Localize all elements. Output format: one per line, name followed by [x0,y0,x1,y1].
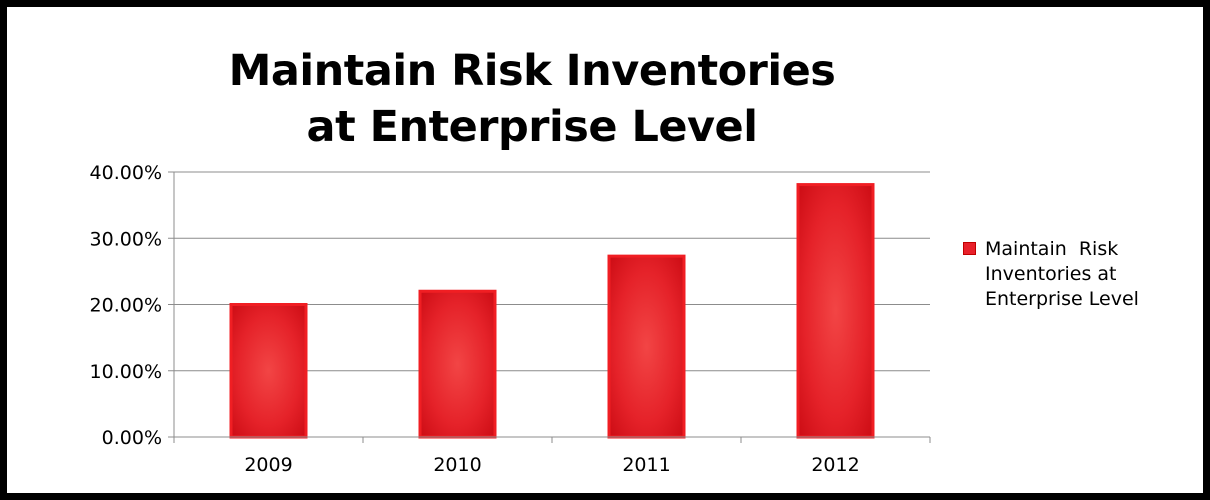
plot-area: 0.00% 10.00% 20.00% 30.00% 40.00% 2009 2010 201… [90,162,931,476]
y-tick-label: 30.00% [90,228,162,250]
y-tick-label: 20.00% [90,295,162,317]
bar-2009 [229,303,308,439]
x-tick-label: 2012 [811,454,859,476]
legend-label: Maintain Risk Inventories at Enterprise … [985,238,1139,310]
bar-2010 [418,289,497,439]
y-tick-label: 10.00% [90,361,162,383]
x-tick-label: 2011 [622,454,670,476]
bar-2012 [796,183,875,439]
legend-swatch [963,242,976,255]
x-tick-label: 2009 [244,454,292,476]
chart-title: Maintain Risk Inventories at Enterprise … [228,46,836,152]
x-tick-label: 2010 [433,454,481,476]
bar-2011 [607,254,686,439]
y-tick-label: 40.00% [90,162,162,184]
y-tick-label: 0.00% [102,427,162,449]
